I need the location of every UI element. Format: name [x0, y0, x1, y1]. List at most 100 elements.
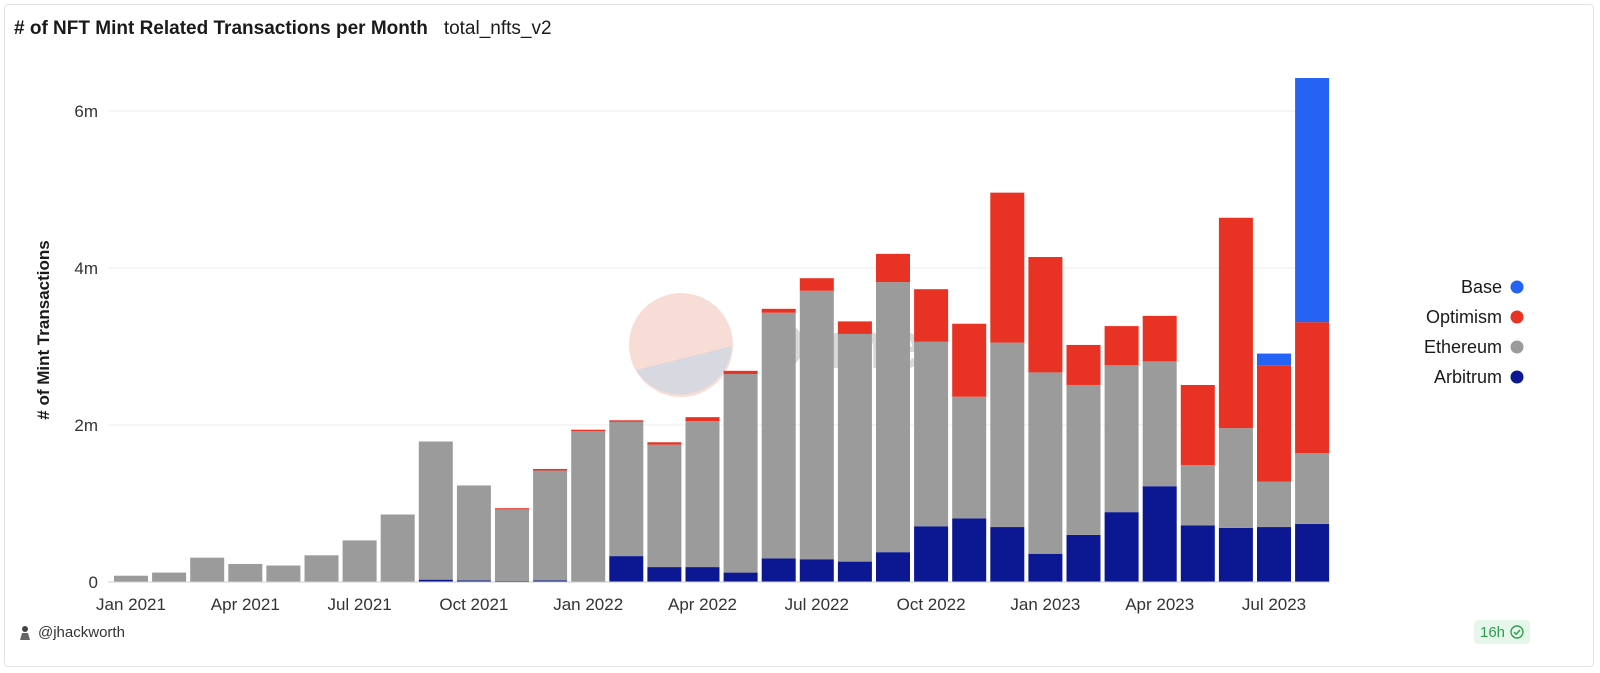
bar-base-2023-08[interactable] [1295, 78, 1330, 323]
bar-optimism-2022-01[interactable] [571, 429, 606, 432]
bar-optimism-2022-07[interactable] [799, 278, 834, 291]
bar-arbitrum-2021-09[interactable] [418, 579, 453, 582]
bar-ethereum-2021-03[interactable] [190, 557, 225, 582]
bar-ethereum-2022-07[interactable] [799, 290, 834, 560]
bar-base-2023-07[interactable] [1257, 353, 1291, 366]
legend-label-ethereum[interactable]: Ethereum [1424, 337, 1502, 357]
bar-arbitrum-2023-02[interactable] [1066, 534, 1101, 582]
bar-arbitrum-2022-02[interactable] [609, 556, 644, 582]
bar-arbitrum-2021-11[interactable] [495, 580, 529, 582]
y-tick-label: 2m [74, 416, 98, 435]
bar-ethereum-2021-06[interactable] [304, 555, 339, 582]
bar-ethereum-2023-04[interactable] [1142, 361, 1177, 487]
bar-ethereum-2023-03[interactable] [1104, 365, 1139, 513]
bar-ethereum-2021-05[interactable] [266, 565, 301, 582]
bar-optimism-2022-09[interactable] [876, 253, 910, 283]
legend-marker-arbitrum[interactable] [1510, 370, 1524, 384]
bar-arbitrum-2022-10[interactable] [914, 526, 949, 582]
bar-optimism-2022-11[interactable] [952, 323, 987, 397]
bar-ethereum-2023-05[interactable] [1180, 465, 1215, 526]
bar-ethereum-2021-09[interactable] [418, 441, 453, 580]
author[interactable]: @jhackworth [18, 624, 125, 641]
bar-optimism-2023-06[interactable] [1218, 217, 1253, 429]
bar-optimism-2021-11[interactable] [495, 508, 529, 510]
bar-arbitrum-2022-03[interactable] [647, 567, 682, 582]
bar-optimism-2022-05[interactable] [723, 370, 758, 374]
bar-ethereum-2022-01[interactable] [571, 431, 606, 582]
bar-ethereum-2022-03[interactable] [647, 444, 682, 568]
bar-optimism-2022-04[interactable] [685, 417, 720, 422]
bar-arbitrum-2022-12[interactable] [990, 527, 1025, 582]
bar-optimism-2022-03[interactable] [647, 442, 682, 445]
legend: Base Optimism Ethereum Arbitrum [1424, 277, 1524, 387]
query-name[interactable]: total_nfts_v2 [443, 18, 552, 39]
bars [114, 78, 1330, 583]
author-name[interactable]: @jhackworth [38, 624, 125, 641]
bar-ethereum-2022-02[interactable] [609, 421, 644, 557]
x-tick-label: Jul 2021 [327, 595, 391, 614]
y-tick-label: 6m [74, 102, 98, 121]
bar-arbitrum-2022-06[interactable] [761, 558, 796, 582]
bar-optimism-2023-07[interactable] [1257, 365, 1291, 482]
legend-label-arbitrum[interactable]: Arbitrum [1434, 367, 1502, 387]
bar-ethereum-2022-12[interactable] [990, 342, 1025, 528]
bar-ethereum-2021-01[interactable] [114, 575, 148, 582]
bar-ethereum-2022-06[interactable] [761, 312, 796, 559]
bar-arbitrum-2022-07[interactable] [799, 559, 834, 582]
bar-arbitrum-2021-10[interactable] [456, 580, 491, 582]
bar-ethereum-2021-04[interactable] [228, 563, 263, 582]
bar-ethereum-2021-12[interactable] [533, 470, 568, 581]
bar-ethereum-2023-06[interactable] [1218, 428, 1253, 528]
bar-optimism-2022-06[interactable] [761, 308, 796, 313]
bar-optimism-2023-01[interactable] [1028, 257, 1063, 373]
bar-ethereum-2022-09[interactable] [876, 282, 910, 553]
bar-arbitrum-2023-06[interactable] [1218, 527, 1253, 582]
bar-arbitrum-2023-05[interactable] [1180, 525, 1215, 582]
bar-optimism-2023-08[interactable] [1295, 322, 1330, 454]
bar-optimism-2022-10[interactable] [914, 289, 949, 342]
bar-arbitrum-2022-08[interactable] [837, 561, 872, 582]
bar-ethereum-2021-08[interactable] [380, 514, 415, 582]
bar-arbitrum-2022-09[interactable] [876, 552, 910, 582]
bar-ethereum-2022-10[interactable] [914, 341, 949, 527]
bar-optimism-2023-02[interactable] [1066, 344, 1101, 385]
bar-ethereum-2021-07[interactable] [342, 540, 377, 582]
bar-optimism-2022-12[interactable] [990, 192, 1025, 343]
legend-label-optimism[interactable]: Optimism [1426, 307, 1502, 327]
bar-arbitrum-2022-11[interactable] [952, 518, 987, 582]
bar-ethereum-2021-02[interactable] [152, 572, 187, 582]
bar-arbitrum-2023-04[interactable] [1142, 486, 1177, 582]
bar-ethereum-2022-08[interactable] [837, 333, 872, 562]
bar-ethereum-2022-04[interactable] [685, 421, 720, 568]
x-tick-label: Apr 2023 [1125, 595, 1194, 614]
bar-ethereum-2022-11[interactable] [952, 396, 987, 519]
legend-marker-ethereum[interactable] [1510, 340, 1524, 354]
legend-marker-optimism[interactable] [1510, 310, 1524, 324]
bar-arbitrum-2022-05[interactable] [723, 572, 758, 582]
bar-ethereum-2023-01[interactable] [1028, 372, 1063, 554]
bar-optimism-2022-08[interactable] [837, 321, 872, 334]
bar-arbitrum-2023-01[interactable] [1028, 553, 1063, 582]
y-axis-label: # of Mint Transactions [34, 240, 53, 419]
bar-ethereum-2023-08[interactable] [1295, 453, 1330, 524]
bar-arbitrum-2023-08[interactable] [1295, 523, 1330, 582]
bar-ethereum-2023-02[interactable] [1066, 384, 1101, 535]
bar-optimism-2023-03[interactable] [1104, 326, 1139, 366]
bar-ethereum-2022-05[interactable] [723, 373, 758, 573]
legend-label-base[interactable]: Base [1461, 277, 1502, 297]
bar-arbitrum-2023-07[interactable] [1257, 527, 1291, 582]
bar-optimism-2023-05[interactable] [1180, 384, 1215, 466]
bar-optimism-2021-12[interactable] [533, 468, 568, 471]
watermark-logo-lower [636, 346, 732, 395]
bar-optimism-2022-02[interactable] [609, 420, 644, 422]
bar-ethereum-2021-10[interactable] [456, 485, 491, 581]
bar-ethereum-2023-07[interactable] [1257, 481, 1291, 528]
freshness-badge[interactable]: 16h [1474, 620, 1531, 644]
bar-arbitrum-2022-04[interactable] [685, 567, 720, 582]
bar-arbitrum-2021-12[interactable] [533, 580, 568, 582]
bar-arbitrum-2023-03[interactable] [1104, 512, 1139, 582]
bar-ethereum-2021-11[interactable] [495, 509, 529, 581]
legend-marker-base[interactable] [1510, 280, 1524, 294]
bar-optimism-2023-04[interactable] [1142, 315, 1177, 362]
